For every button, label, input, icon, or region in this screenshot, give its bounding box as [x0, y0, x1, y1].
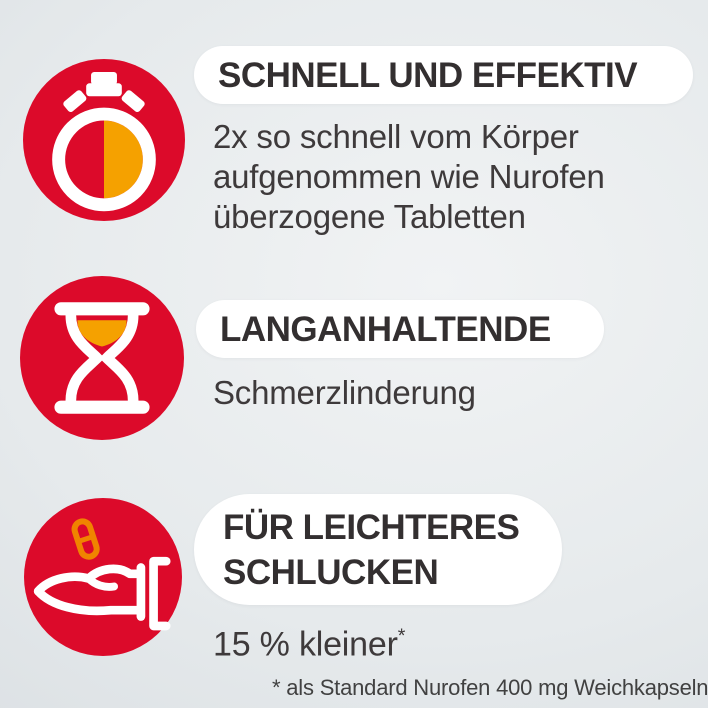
benefit-circle-fast [23, 59, 185, 221]
heading-bubble-fast: SCHNELL UND EFFEKTIV [194, 46, 693, 104]
hand-catching-capsule-icon [33, 518, 171, 631]
body-fast: 2x so schnell vom Körper aufgenommen wie… [213, 117, 605, 237]
body-swallow: 15 % kleiner* [213, 617, 405, 664]
body-fast-line-2: aufgenommen wie Nurofen [213, 158, 605, 195]
body-swallow-line-1: 15 % kleiner* [213, 625, 406, 664]
hourglass-icon [54, 302, 150, 414]
heading-bubble-longlasting: LANGANHALTENDE [196, 300, 604, 358]
heading-fast: SCHNELL UND EFFEKTIV [218, 55, 638, 95]
heading-bubble-swallow: FÜR LEICHTERES SCHLUCKEN [194, 494, 562, 605]
body-fast-line-3: überzogene Tabletten [213, 198, 526, 235]
body-fast-line-1: 2x so schnell vom Körper [213, 118, 579, 155]
heading-swallow-line-1: FÜR LEICHTERES [223, 507, 520, 547]
heading-longlasting: LANGANHALTENDE [220, 309, 551, 349]
heading-swallow-line-2: SCHLUCKEN [223, 552, 439, 592]
benefit-circle-swallow [24, 498, 182, 656]
body-longlasting: Schmerzlinderung [213, 373, 476, 413]
capsule-icon [71, 518, 100, 560]
benefit-circle-longlasting [20, 276, 184, 440]
footnote: * als Standard Nurofen 400 mg Weichkapse… [272, 675, 708, 700]
stopwatch-icon [52, 71, 156, 212]
body-longlasting-line-1: Schmerzlinderung [213, 374, 476, 411]
footnote-asterisk: * [397, 625, 406, 647]
